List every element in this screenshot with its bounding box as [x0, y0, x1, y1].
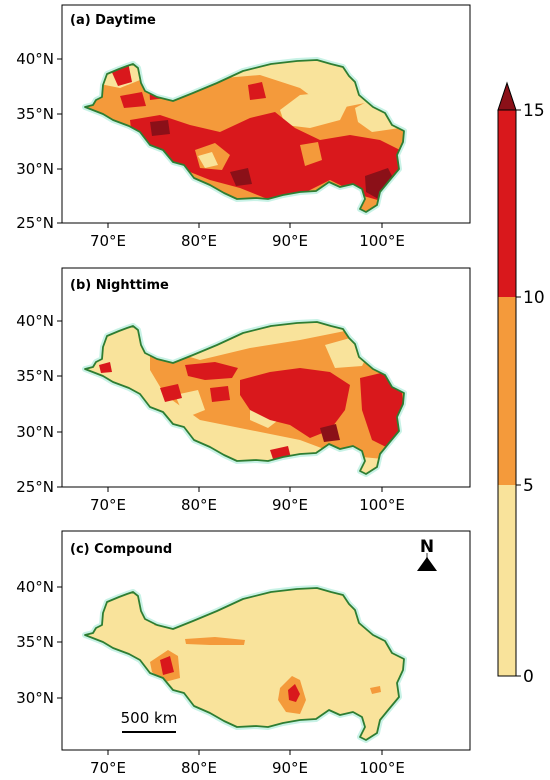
colorbar-tick-label: 15 — [523, 101, 545, 121]
colorbar-tick-label: 0 — [523, 667, 534, 687]
y-tick-label: 35°N — [16, 367, 54, 385]
y-tick-label: 25°N — [16, 478, 54, 496]
x-tick-label: 80°E — [181, 759, 217, 777]
y-tick-label: 30°N — [16, 160, 54, 178]
class-10-15-area — [240, 368, 350, 438]
scale-bar-label: 500 km — [121, 709, 178, 727]
class-0-5-area — [280, 92, 350, 128]
panel-title: (c) Compound — [70, 542, 172, 557]
class-10-15-area — [185, 362, 238, 380]
y-tick-label: 35°N — [16, 633, 54, 651]
x-tick-label: 80°E — [181, 496, 217, 514]
panel-title: (b) Nighttime — [70, 278, 169, 293]
y-tick-label: 30°N — [16, 689, 54, 707]
class-10-15-area — [130, 112, 404, 205]
x-tick-label: 90°E — [272, 759, 308, 777]
class-5-10-area — [185, 637, 245, 645]
x-tick-label: 100°E — [359, 496, 405, 514]
x-tick-label: 70°E — [90, 759, 126, 777]
class-extreme-area — [150, 120, 170, 136]
class-0-5-area — [198, 152, 218, 168]
colorbar-ticks — [516, 109, 521, 677]
class-10-15-area — [248, 82, 266, 100]
class-10-15-area — [120, 92, 146, 108]
x-axis-ticks — [107, 487, 383, 492]
colorbar-tick-label: 10 — [523, 288, 545, 308]
class-extreme-area — [320, 424, 340, 442]
class-extreme-area — [230, 168, 252, 186]
colorbar-segment-high — [498, 110, 516, 297]
colorbar-tick-label: 5 — [523, 476, 534, 496]
colorbar-segment-mid — [498, 297, 516, 485]
nighttime-map — [60, 310, 480, 490]
class-5-10-area — [370, 686, 381, 694]
y-axis-ticks — [57, 320, 62, 488]
colorbar-frame — [497, 109, 517, 677]
class-10-15-area — [160, 656, 174, 675]
y-tick-label: 40°N — [16, 312, 54, 330]
class-5-10-area — [300, 142, 322, 166]
north-arrow-label: N — [420, 537, 434, 557]
class-10-15-area — [360, 372, 404, 450]
scale-bar: 500 km — [121, 709, 178, 733]
class-10-15-area — [210, 386, 230, 402]
class-10-15-area — [160, 384, 182, 402]
x-tick-label: 80°E — [181, 232, 217, 250]
y-tick-label: 40°N — [16, 50, 54, 68]
class-0-5-area — [175, 390, 205, 418]
y-tick-label: 35°N — [16, 105, 54, 123]
y-tick-label: 40°N — [16, 578, 54, 596]
colorbar-extend-arrow — [497, 81, 517, 111]
north-arrow-icon — [417, 557, 437, 571]
y-tick-label: 25°N — [16, 214, 54, 232]
x-axis-ticks — [107, 750, 383, 755]
x-tick-label: 70°E — [90, 232, 126, 250]
x-tick-label: 100°E — [359, 759, 405, 777]
x-axis-ticks — [107, 223, 383, 228]
panel-daytime: (a) Daytime 40°N 35°N 30°N 25°N 70°E 80°… — [16, 4, 471, 250]
x-tick-label: 100°E — [359, 232, 405, 250]
class-10-15-area — [99, 362, 112, 373]
x-tick-label: 90°E — [272, 232, 308, 250]
colorbar: 15 10 5 0 — [497, 81, 545, 687]
colorbar-segment-low — [498, 485, 516, 676]
panel-title: (a) Daytime — [70, 13, 156, 28]
y-tick-label: 30°N — [16, 423, 54, 441]
class-10-15-area — [288, 684, 300, 702]
y-axis-ticks — [57, 586, 62, 699]
north-arrow: N — [417, 537, 437, 571]
x-tick-label: 70°E — [90, 496, 126, 514]
panel-compound: (c) Compound 40°N 35°N 30°N 70°E 80°E 90… — [16, 530, 471, 777]
nighttime-fill — [85, 322, 404, 474]
x-tick-label: 90°E — [272, 496, 308, 514]
panel-nighttime: (b) Nighttime 40°N 35°N 30°N 25°N 70°E 8… — [16, 267, 480, 514]
y-axis-ticks — [57, 58, 62, 224]
